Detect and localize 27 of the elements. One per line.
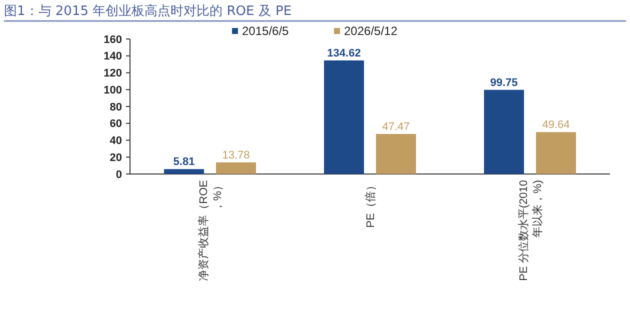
x-tick-label: PE（倍） bbox=[364, 180, 377, 228]
y-tick-label: 100 bbox=[104, 84, 122, 96]
y-tick-label: 40 bbox=[110, 135, 122, 148]
y-tick-label: 20 bbox=[110, 152, 122, 164]
y-tick-label: 120 bbox=[104, 68, 122, 80]
data-label: 47.47 bbox=[382, 120, 410, 133]
bar bbox=[324, 60, 364, 174]
y-tick-label: 80 bbox=[110, 101, 122, 114]
y-tick-label: 60 bbox=[110, 118, 122, 130]
data-label: 49.64 bbox=[542, 119, 570, 132]
bar bbox=[164, 169, 204, 174]
data-label: 13.78 bbox=[222, 149, 250, 162]
y-tick-label: 0 bbox=[116, 168, 122, 181]
bar bbox=[536, 132, 576, 174]
bar bbox=[376, 134, 416, 174]
y-tick-label: 140 bbox=[104, 50, 122, 63]
y-tick-label: 160 bbox=[104, 34, 122, 46]
legend-label: 2015/6/5 bbox=[242, 24, 290, 38]
chart-title: 图1：与 2015 年创业板高点时对比的 ROE 及 PE bbox=[4, 3, 292, 19]
bar bbox=[484, 90, 524, 174]
x-tick-label: 净资产收益率（ROE，%） bbox=[197, 180, 224, 281]
data-label: 5.81 bbox=[173, 156, 195, 168]
bar bbox=[216, 162, 256, 174]
data-label: 99.75 bbox=[490, 76, 518, 89]
x-tick-label: PE 分位数水平(2010年以来，%) bbox=[517, 180, 544, 281]
legend-label: 2026/5/12 bbox=[344, 24, 398, 38]
data-label: 134.62 bbox=[327, 47, 361, 60]
